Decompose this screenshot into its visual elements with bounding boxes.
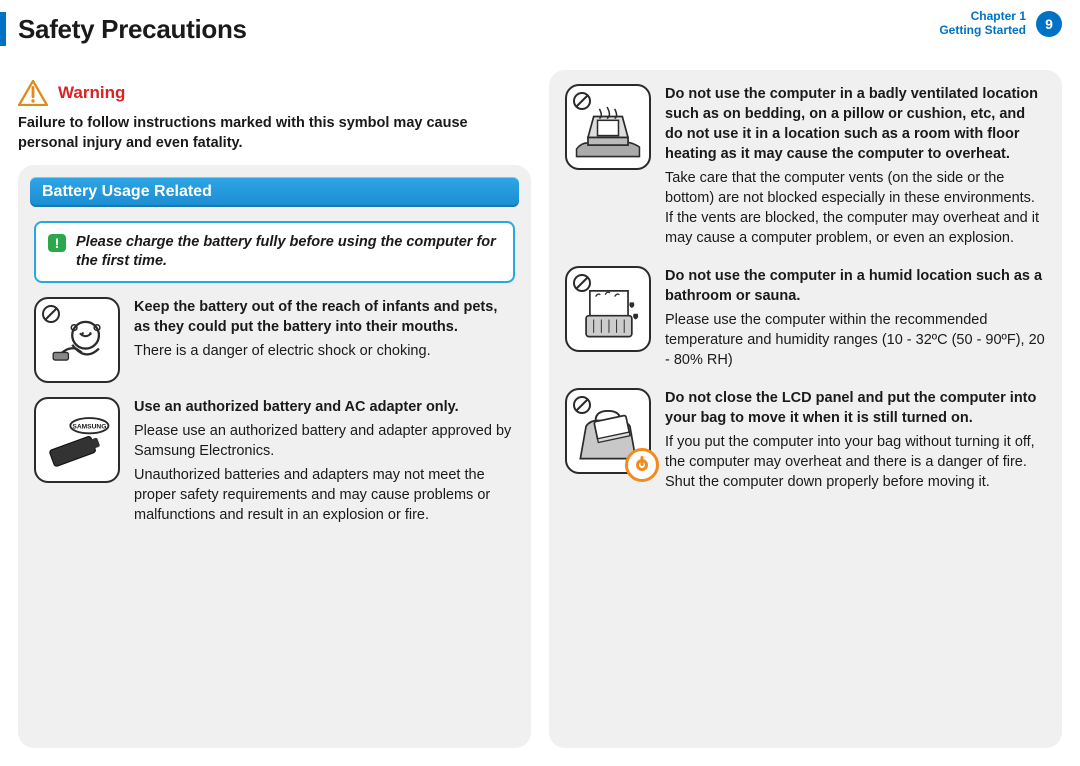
page-title: Safety Precautions [18, 14, 247, 45]
callout-text: Please charge the battery fully before u… [76, 233, 501, 271]
section-title-pill: Battery Usage Related [30, 177, 519, 207]
title-bar: Safety Precautions [0, 12, 247, 46]
charge-first-callout: ! Please charge the battery fully before… [34, 221, 515, 283]
warning-text: Failure to follow instructions marked wi… [18, 114, 531, 153]
svg-text:SAMSUNG: SAMSUNG [72, 423, 106, 430]
bedding-icon [565, 84, 651, 170]
item-adapter-body: Use an authorized battery and AC adapter… [134, 397, 515, 529]
item-bedding-bold: Do not use the computer in a badly venti… [665, 84, 1046, 164]
right-column: Do not use the computer in a badly venti… [549, 70, 1062, 748]
chapter-line2: Getting Started [939, 24, 1026, 38]
battery-adapter-icon: SAMSUNG [34, 397, 120, 483]
page-number: 9 [1045, 16, 1053, 32]
item-bag-body: Do not close the LCD panel and put the c… [665, 388, 1046, 496]
header-chapter-block: Chapter 1 Getting Started 9 [939, 10, 1062, 38]
content-columns: Warning Failure to follow instructions m… [18, 70, 1062, 748]
info-exclaim-icon: ! [48, 234, 66, 252]
item-humid-body: Do not use the computer in a humid locat… [665, 266, 1046, 374]
bedding-illustration [567, 86, 649, 168]
chapter-line1: Chapter 1 [939, 10, 1026, 24]
humid-illustration [567, 268, 649, 350]
item-infant-body: Keep the battery out of the reach of inf… [134, 297, 515, 365]
page-number-badge: 9 [1036, 11, 1062, 37]
item-infant-text: There is a danger of electric shock or c… [134, 341, 515, 361]
warning-triangle-icon [18, 80, 48, 106]
warning-label: Warning [58, 83, 125, 103]
power-on-icon [625, 448, 659, 482]
item-humid-text: Please use the computer within the recom… [665, 310, 1046, 370]
item-infant-bold: Keep the battery out of the reach of inf… [134, 297, 515, 337]
section-title: Battery Usage Related [42, 183, 212, 200]
item-bedding-text: Take care that the computer vents (on th… [665, 168, 1046, 248]
humid-icon [565, 266, 651, 352]
infant-icon [34, 297, 120, 383]
right-card: Do not use the computer in a badly venti… [549, 70, 1062, 748]
item-adapter: SAMSUNG Use an authorized battery and AC… [34, 397, 515, 529]
item-bag: Do not close the LCD panel and put the c… [565, 388, 1046, 496]
item-bag-bold: Do not close the LCD panel and put the c… [665, 388, 1046, 428]
left-column: Warning Failure to follow instructions m… [18, 70, 531, 748]
chapter-label: Chapter 1 Getting Started [939, 10, 1026, 38]
warning-header: Warning [18, 80, 531, 106]
battery-section-card: Battery Usage Related ! Please charge th… [18, 165, 531, 748]
item-adapter-text2: Unauthorized batteries and adapters may … [134, 465, 515, 525]
battery-adapter-illustration: SAMSUNG [36, 399, 118, 481]
bag-icon [565, 388, 651, 474]
infant-illustration [36, 299, 118, 381]
item-infant: Keep the battery out of the reach of inf… [34, 297, 515, 383]
item-bag-text: If you put the computer into your bag wi… [665, 432, 1046, 492]
item-adapter-text1: Please use an authorized battery and ada… [134, 421, 515, 461]
title-accent-bar [0, 12, 6, 46]
item-bedding: Do not use the computer in a badly venti… [565, 84, 1046, 252]
item-adapter-bold: Use an authorized battery and AC adapter… [134, 397, 515, 417]
item-bedding-body: Do not use the computer in a badly venti… [665, 84, 1046, 252]
item-humid-bold: Do not use the computer in a humid locat… [665, 266, 1046, 306]
item-humid: Do not use the computer in a humid locat… [565, 266, 1046, 374]
